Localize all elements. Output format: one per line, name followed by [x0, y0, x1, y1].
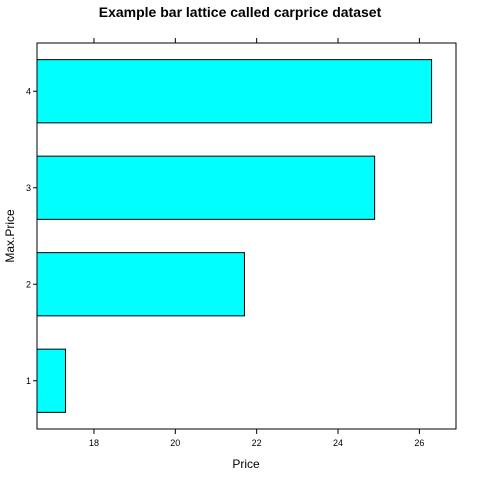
- y-ticks-group: 1 2 3 4: [26, 86, 37, 386]
- x-tick-label-26: 26: [414, 438, 424, 448]
- bar-3: [36, 155, 376, 220]
- bars-group: [36, 59, 433, 413]
- plot-frame: [36, 42, 457, 430]
- bar-4: [36, 59, 433, 124]
- chart-title: Example bar lattice called carprice data…: [99, 4, 382, 20]
- y-tick-label-4: 4: [26, 86, 31, 96]
- bar-2: [36, 252, 245, 317]
- x-tick-label-20: 20: [170, 438, 180, 448]
- bar-1: [36, 348, 66, 413]
- y-axis-label: Max.Price: [3, 209, 17, 263]
- x-tick-label-22: 22: [252, 438, 262, 448]
- y-tick-label-2: 2: [26, 279, 31, 289]
- x-axis-label: Price: [232, 457, 260, 471]
- y-tick-label-3: 3: [26, 183, 31, 193]
- x-ticks-group: 18 20 22 24 26: [89, 38, 424, 448]
- y-tick-label-1: 1: [26, 376, 31, 386]
- x-tick-label-18: 18: [89, 438, 99, 448]
- x-tick-label-24: 24: [333, 438, 343, 448]
